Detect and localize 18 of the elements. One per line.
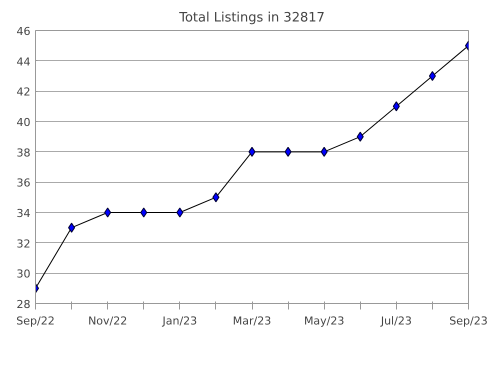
x-tick-label: Sep/22 [16,314,55,328]
y-tick-label: 34 [16,207,31,220]
y-tick-label: 32 [16,237,31,250]
chart-title: Total Listings in 32817 [178,10,325,26]
x-tick-label: Sep/23 [449,314,488,328]
y-tick-label: 30 [16,268,31,281]
x-tick-label: Mar/23 [232,314,272,328]
x-tick-label: Jan/23 [162,314,198,328]
y-tick-label: 36 [16,176,31,190]
x-tick-label: May/23 [304,314,344,328]
y-tick-label: 44 [16,55,31,68]
x-tick-label: Jul/23 [380,314,412,328]
x-tick-label: Nov/22 [88,314,128,328]
y-tick-label: 38 [16,146,31,160]
y-tick-label: 46 [16,25,31,38]
y-tick-label: 42 [16,86,31,99]
y-tick-label: 28 [16,298,31,311]
y-tick-label: 40 [16,116,31,129]
